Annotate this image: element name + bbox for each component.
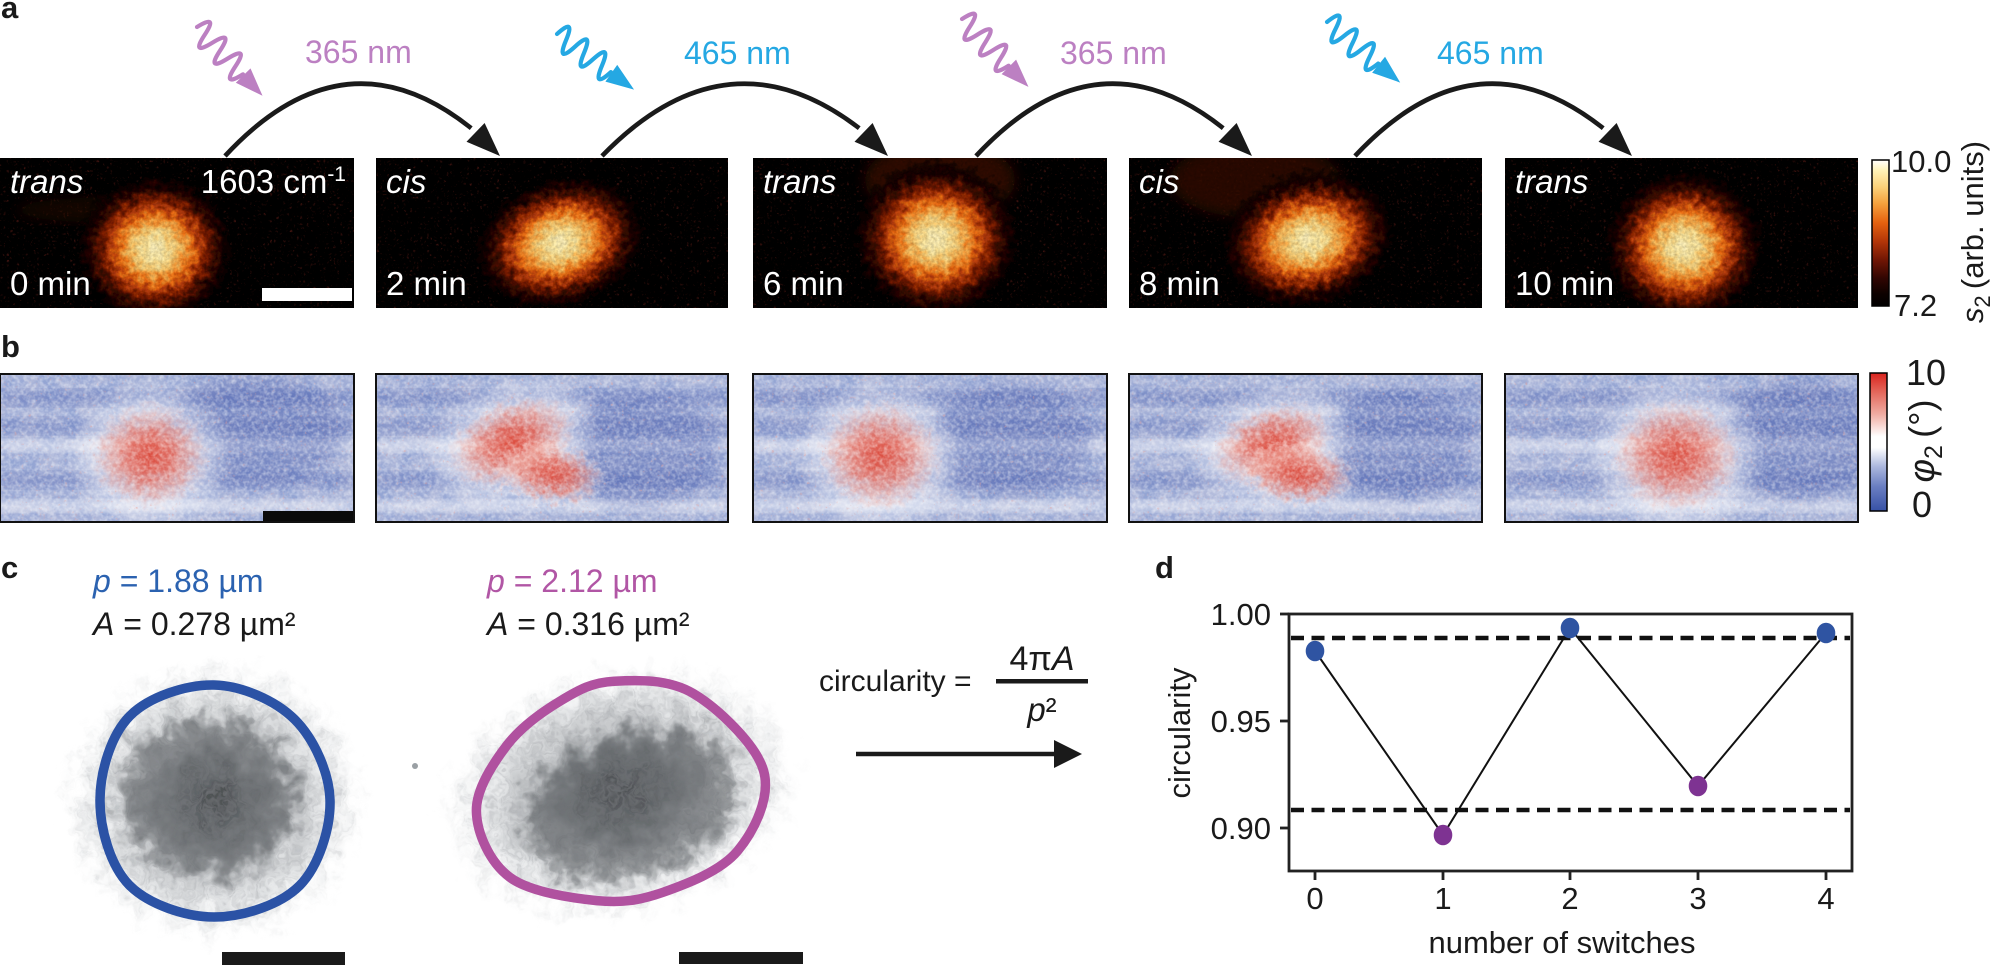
svg-text:φ2 (°): φ2 (°) [1901, 400, 1948, 483]
svg-text:465 nm: 465 nm [684, 35, 791, 71]
svg-text:circularity: circularity [1162, 667, 1197, 798]
svg-text:cis: cis [1139, 163, 1179, 200]
svg-text:c: c [1, 550, 18, 585]
svg-text:7.2: 7.2 [1894, 288, 1937, 323]
svg-text:b: b [1, 329, 20, 364]
svg-text:s2 (arb. units): s2 (arb. units) [1955, 141, 1995, 323]
svg-text:4πA: 4πA [1009, 640, 1074, 678]
svg-text:p = 2.12 µm: p = 2.12 µm [486, 563, 658, 599]
svg-text:0: 0 [1912, 484, 1932, 525]
svg-text:number of switches: number of switches [1428, 925, 1695, 960]
svg-text:cis: cis [386, 163, 426, 200]
svg-text:d: d [1155, 550, 1174, 585]
svg-text:1603 cm-1: 1603 cm-1 [201, 163, 346, 200]
svg-text:2 min: 2 min [386, 265, 467, 302]
svg-text:8 min: 8 min [1139, 265, 1220, 302]
svg-text:4: 4 [1817, 881, 1834, 916]
svg-text:10 min: 10 min [1515, 265, 1614, 302]
svg-text:10: 10 [1906, 352, 1946, 393]
svg-text:0: 0 [1306, 881, 1323, 916]
svg-text:p = 1.88 µm: p = 1.88 µm [92, 563, 264, 599]
svg-text:0.90: 0.90 [1211, 811, 1271, 846]
svg-text:p²: p² [1026, 691, 1056, 728]
svg-text:trans: trans [763, 163, 836, 200]
svg-text:circularity =: circularity = [819, 665, 972, 698]
svg-text:465 nm: 465 nm [1437, 35, 1544, 71]
svg-text:A = 0.278 µm²: A = 0.278 µm² [91, 606, 296, 642]
svg-text:0.95: 0.95 [1211, 704, 1271, 739]
svg-text:365 nm: 365 nm [1060, 35, 1167, 71]
svg-text:6 min: 6 min [763, 265, 844, 302]
svg-text:a: a [1, 0, 19, 25]
svg-text:365 nm: 365 nm [305, 34, 412, 70]
svg-text:A = 0.316 µm²: A = 0.316 µm² [485, 606, 690, 642]
svg-text:trans: trans [10, 163, 83, 200]
svg-text:2: 2 [1561, 881, 1578, 916]
svg-text:0 min: 0 min [10, 265, 91, 302]
svg-text:10.0: 10.0 [1891, 144, 1951, 179]
svg-text:1.00: 1.00 [1211, 597, 1271, 632]
svg-text:3: 3 [1689, 881, 1706, 916]
svg-text:1: 1 [1434, 881, 1451, 916]
svg-text:trans: trans [1515, 163, 1588, 200]
